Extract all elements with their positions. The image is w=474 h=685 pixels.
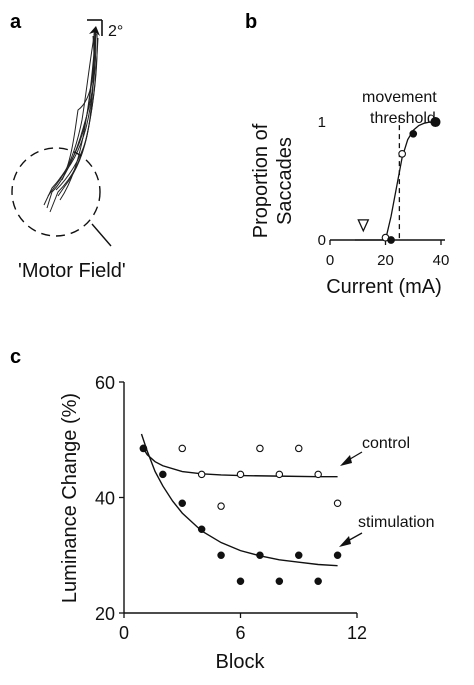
panel-b-y-axis-label-line2: Saccades <box>274 137 296 225</box>
control-callout-arrow <box>340 451 363 466</box>
stimulation-data-point <box>217 551 225 559</box>
x-tick-label: 0 <box>119 623 129 643</box>
threshold-annotation-line2: threshold <box>370 110 436 127</box>
saccade-trace <box>55 37 99 191</box>
x-tick-label: 20 <box>377 252 394 269</box>
x-tick-label: 6 <box>235 623 245 643</box>
threshold-annotation-line1: movement <box>362 89 437 106</box>
x-tick-label: 0 <box>326 252 334 269</box>
control-series-label: control <box>362 435 410 452</box>
saccade-endpoint-marker <box>89 26 100 36</box>
stimulation-data-point <box>275 577 284 585</box>
control-data-point <box>314 470 322 479</box>
y-tick-label: 60 <box>95 373 115 393</box>
stimulation-data-point <box>139 444 148 453</box>
x-tick-label: 40 <box>433 252 450 269</box>
y-tick-label: 1 <box>318 114 326 131</box>
control-data-point <box>217 502 225 510</box>
y-tick-label: 40 <box>95 489 115 509</box>
saccade-traces <box>43 29 99 213</box>
motor-field-label: 'Motor Field' <box>18 260 126 282</box>
scale-bar <box>87 19 103 36</box>
panel-b-x-axis-label: Current (mA) <box>326 276 442 298</box>
psychometric-fit-curve <box>354 121 436 241</box>
stimulation-fit-curve <box>140 433 338 567</box>
motor-field-pointer <box>91 223 112 247</box>
stimulation-series-label: stimulation <box>358 514 434 531</box>
scale-bar-label: 2° <box>108 23 123 40</box>
control-data-point <box>275 470 284 479</box>
stimulation-data-point <box>314 577 322 585</box>
y-tick-label: 20 <box>95 604 115 624</box>
filled-data-point <box>430 116 441 128</box>
panel-c-axes: 20 40 60 0 6 12 <box>95 373 367 643</box>
panel-b-plot-area <box>354 116 441 244</box>
stimulation-callout-arrow <box>339 532 363 547</box>
control-data-point <box>197 470 206 479</box>
panel-a: a 2° 'Motor Field' <box>10 11 126 282</box>
panel-c-x-axis-label: Block <box>216 651 266 673</box>
stimulation-data-point <box>197 525 206 534</box>
panel-b: b movement threshold 0 20 40 0 1 Current (mA… <box>245 11 449 298</box>
control-data-point <box>256 444 264 453</box>
stimulation-data-point <box>256 551 264 559</box>
x-tick-label: 12 <box>347 623 367 643</box>
panel-b-letter: b <box>245 11 257 33</box>
stimulation-data-point <box>178 499 187 508</box>
control-data-point <box>294 444 303 453</box>
open-data-point <box>398 150 407 158</box>
saccade-trace <box>46 31 97 209</box>
stimulation-data-point <box>236 577 245 585</box>
panel-c-plot-area <box>139 433 342 585</box>
filled-data-point <box>409 129 418 138</box>
filled-data-point <box>387 236 395 244</box>
motor-field-circle <box>11 147 101 237</box>
control-data-point <box>333 499 342 508</box>
panel-b-axes: 0 20 40 0 1 <box>318 114 450 269</box>
saccade-trace <box>59 33 95 179</box>
panel-a-letter: a <box>10 11 22 33</box>
stimulation-data-point <box>159 470 167 479</box>
stimulus-marker-triangle <box>357 219 370 233</box>
control-data-point <box>178 444 187 453</box>
panel-b-y-axis-label-line1: Proportion of <box>250 123 272 238</box>
control-data-point <box>236 470 245 479</box>
y-tick-label: 0 <box>318 232 326 249</box>
stimulation-data-point <box>294 551 303 559</box>
panel-c-letter: c <box>10 346 21 368</box>
panel-c-y-axis-label: Luminance Change (%) <box>59 393 81 603</box>
stimulation-data-point <box>333 551 342 559</box>
